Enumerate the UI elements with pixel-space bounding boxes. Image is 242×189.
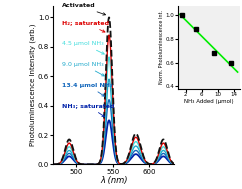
Text: 13.4 μmol NH₃: 13.4 μmol NH₃ [62,83,113,96]
Text: 4.5 μmol NH₃: 4.5 μmol NH₃ [62,41,104,54]
X-axis label: λ (nm): λ (nm) [100,176,128,185]
Text: H₂; saturated: H₂; saturated [62,21,109,32]
X-axis label: NH₃ Added (μmol): NH₃ Added (μmol) [184,99,234,104]
Y-axis label: Photoluminescence Intensity (arb.): Photoluminescence Intensity (arb.) [30,24,37,146]
Text: Activated: Activated [62,3,106,15]
Text: NH₃; saturated: NH₃; saturated [62,103,115,117]
Y-axis label: Norm. Photoluminescence Int.: Norm. Photoluminescence Int. [159,10,164,84]
Text: 9.0 μmol NH₃: 9.0 μmol NH₃ [62,62,104,76]
